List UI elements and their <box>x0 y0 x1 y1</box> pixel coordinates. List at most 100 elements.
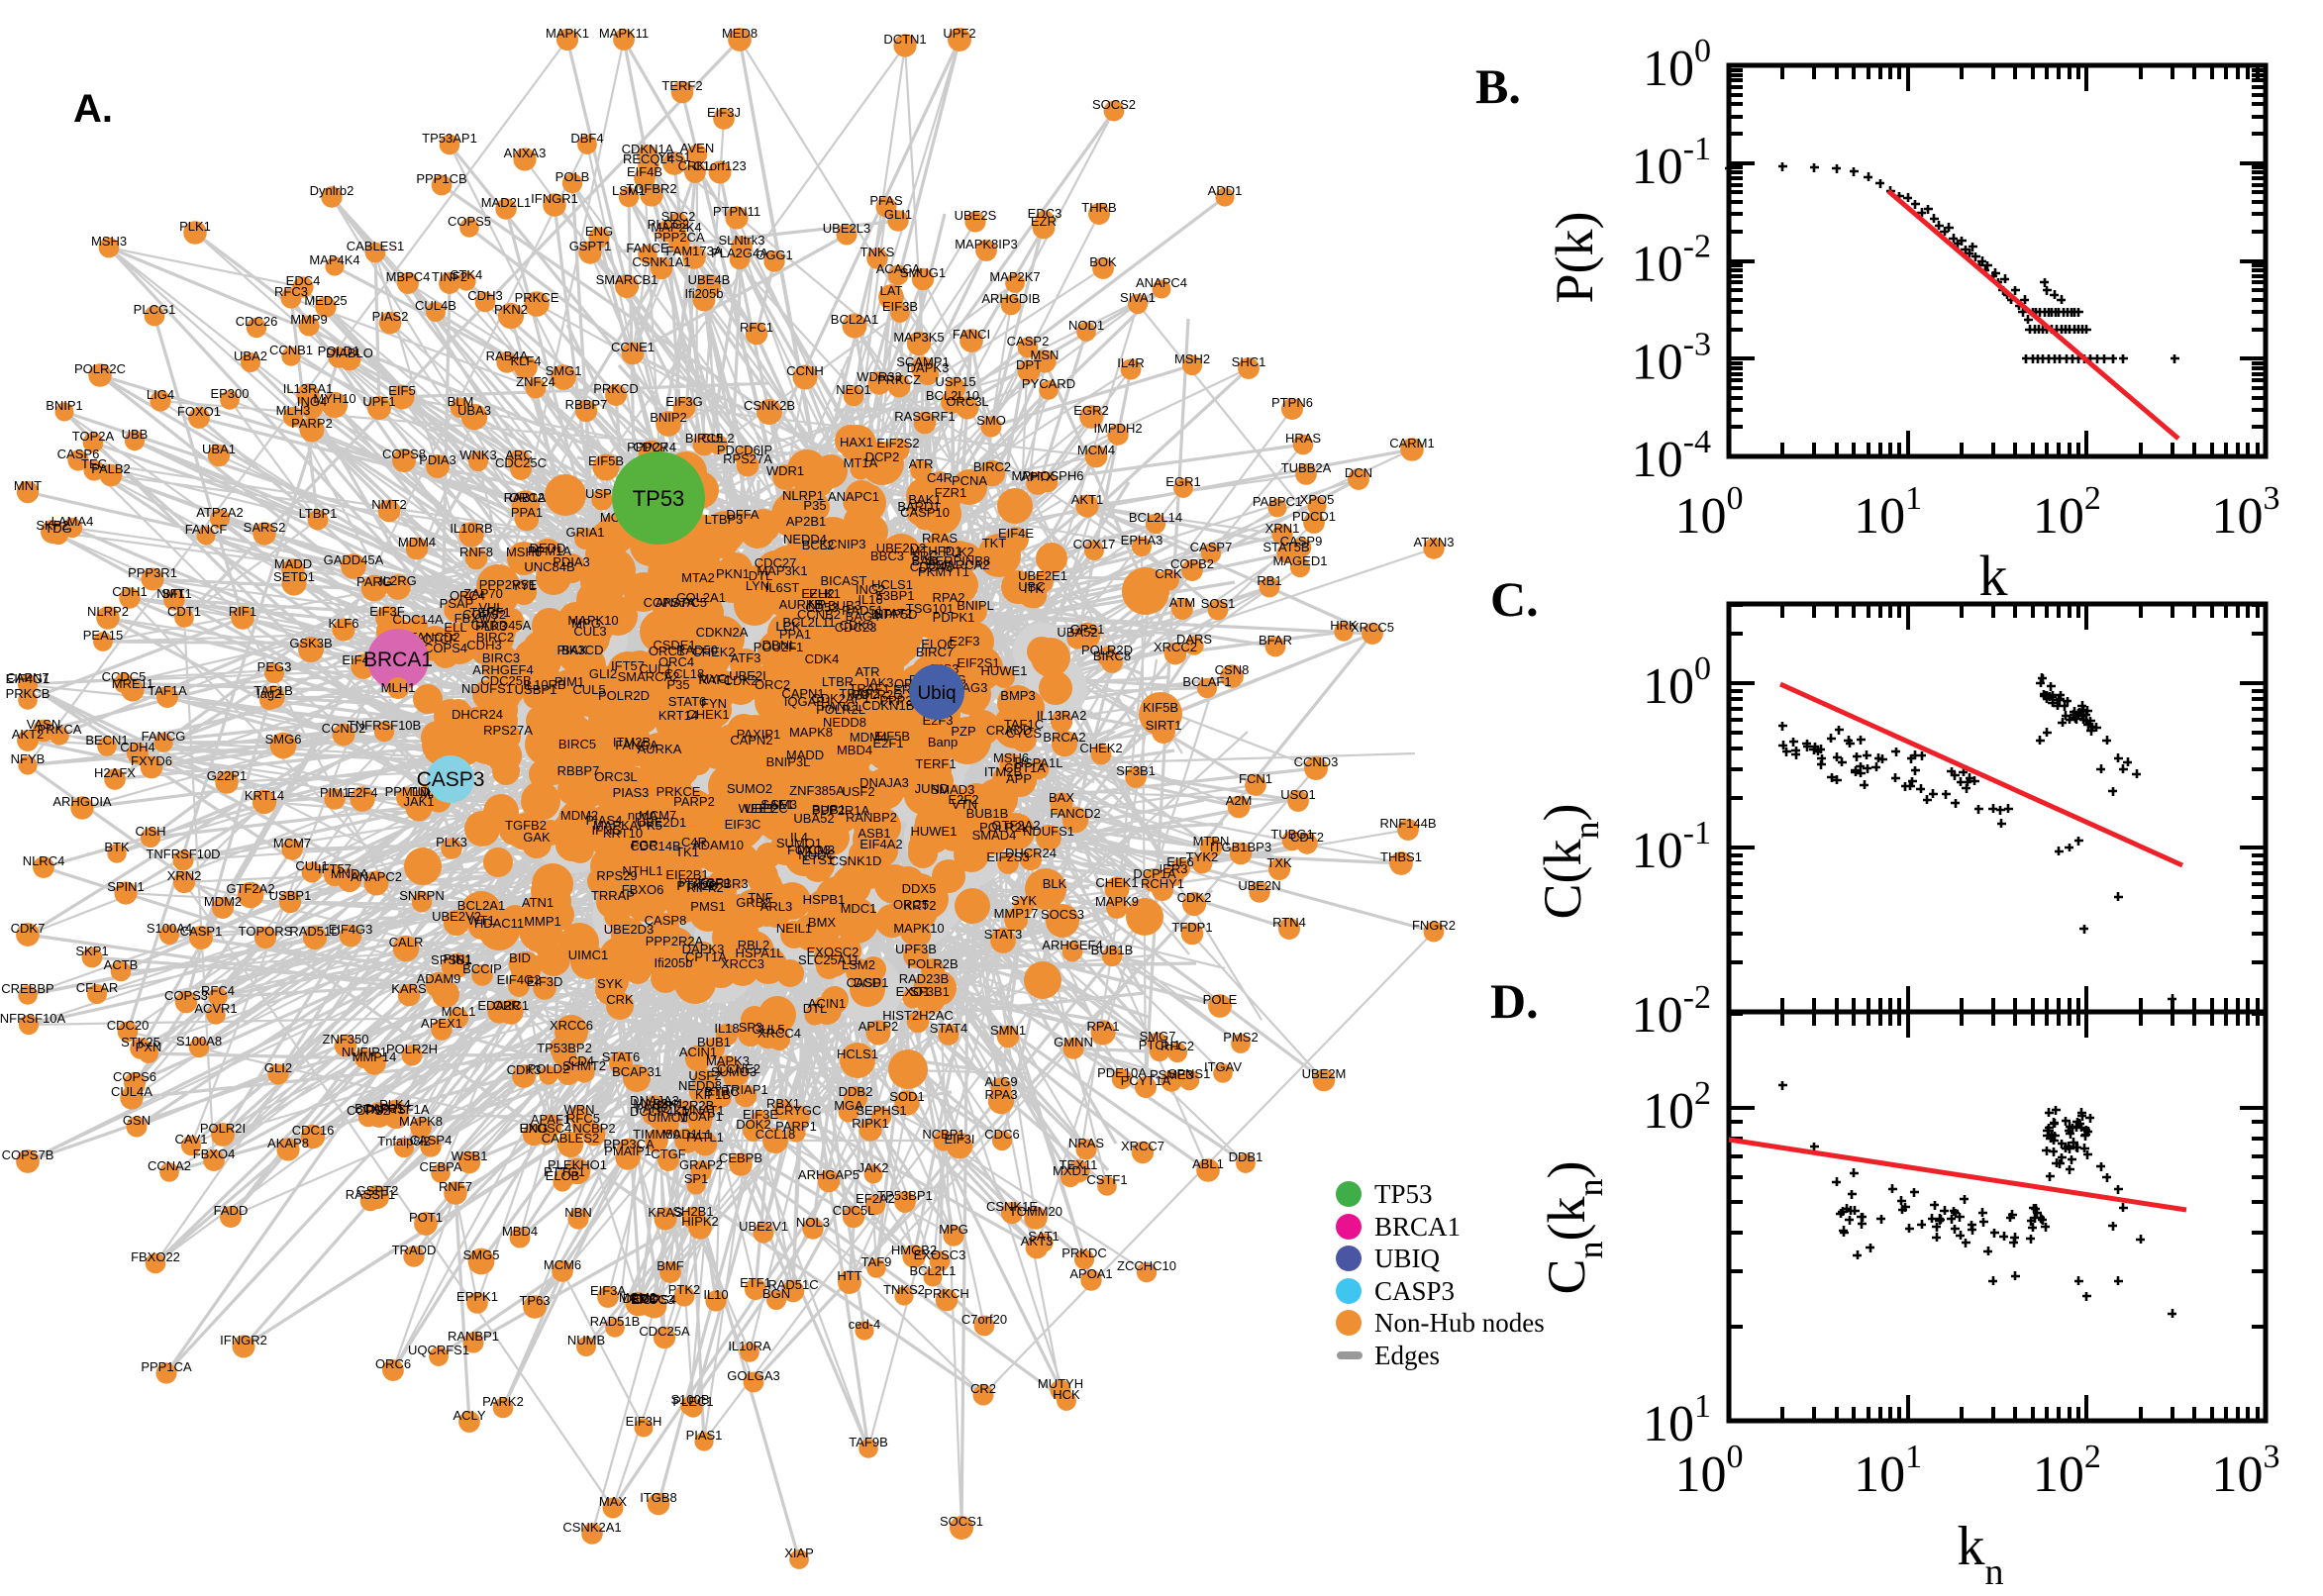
svg-text:BRCC3: BRCC3 <box>631 1292 674 1307</box>
svg-text:CDC25B: CDC25B <box>480 673 531 688</box>
svg-text:PRKCB: PRKCB <box>6 686 50 701</box>
svg-text:BAD: BAD <box>912 553 939 568</box>
svg-text:COPS2: COPS2 <box>347 1103 390 1118</box>
svg-text:CDK2: CDK2 <box>1177 890 1212 905</box>
svg-text:WT1: WT1 <box>467 913 494 928</box>
svg-text:102: 102 <box>2033 480 2101 545</box>
svg-text:ORC2: ORC2 <box>755 677 790 692</box>
svg-text:UNG: UNG <box>520 1121 549 1136</box>
svg-text:UBE2V2: UBE2V2 <box>432 909 481 924</box>
svg-text:MAD2L1: MAD2L1 <box>481 195 532 210</box>
svg-text:BECN1: BECN1 <box>85 733 128 748</box>
svg-text:CASP3: CASP3 <box>417 768 485 791</box>
svg-text:MSH6: MSH6 <box>993 750 1029 765</box>
svg-text:PPA1: PPA1 <box>511 505 543 520</box>
svg-text:TUBB2A: TUBB2A <box>1281 460 1332 475</box>
svg-text:STAT4: STAT4 <box>930 1021 968 1036</box>
svg-text:EIF3G: EIF3G <box>665 394 703 409</box>
svg-text:DCP1A: DCP1A <box>1133 866 1176 881</box>
svg-text:ING2: ING2 <box>856 582 885 597</box>
svg-text:ARHGDIB: ARHGDIB <box>981 291 1040 306</box>
svg-text:EIF4G2: EIF4G2 <box>497 972 542 987</box>
svg-text:WDR33: WDR33 <box>857 369 902 384</box>
svg-text:PRKCE: PRKCE <box>515 290 559 305</box>
svg-text:PRKCH: PRKCH <box>924 1286 969 1301</box>
svg-text:MNT: MNT <box>14 478 42 493</box>
svg-text:GAK: GAK <box>523 830 551 845</box>
svg-text:GRB2: GRB2 <box>736 895 770 910</box>
svg-text:SUMO1: SUMO1 <box>776 836 822 850</box>
svg-text:MT1A: MT1A <box>844 455 878 470</box>
svg-text:CUL3: CUL3 <box>573 624 606 639</box>
svg-text:PMS2: PMS2 <box>1223 1030 1258 1045</box>
svg-text:CSNK2A1: CSNK2A1 <box>562 1520 621 1535</box>
svg-text:FZR1: FZR1 <box>935 485 967 500</box>
svg-text:BMF: BMF <box>656 1258 684 1273</box>
svg-text:RAD50: RAD50 <box>676 643 718 657</box>
svg-text:IFNGR1: IFNGR1 <box>531 191 578 206</box>
svg-text:SMG5: SMG5 <box>463 1247 500 1262</box>
svg-text:TSG101: TSG101 <box>906 601 954 616</box>
svg-text:PCNA: PCNA <box>952 473 987 488</box>
svg-text:PTK2B: PTK2B <box>676 878 717 893</box>
svg-text:CSNK1E: CSNK1E <box>986 1199 1038 1214</box>
svg-text:POLB: POLB <box>556 169 590 184</box>
svg-text:ATF3: ATF3 <box>731 650 761 665</box>
svg-text:UBE2L3: UBE2L3 <box>823 221 870 236</box>
svg-text:UPF3B: UPF3B <box>895 942 937 956</box>
svg-text:EZR: EZR <box>1031 214 1057 229</box>
svg-text:MSH2: MSH2 <box>1174 351 1210 366</box>
svg-text:NTHL1: NTHL1 <box>622 863 662 878</box>
svg-text:POLD2: POLD2 <box>528 1061 570 1076</box>
svg-text:S100A8: S100A8 <box>176 1034 222 1048</box>
svg-text:BAX: BAX <box>1049 790 1074 805</box>
svg-text:DOK2: DOK2 <box>736 1117 770 1132</box>
svg-text:STK4: STK4 <box>451 267 483 282</box>
svg-text:NUFIP1: NUFIP1 <box>342 1045 387 1059</box>
svg-text:MYC: MYC <box>699 671 728 686</box>
svg-text:ZNF24: ZNF24 <box>516 374 556 389</box>
svg-text:EIF3F: EIF3F <box>369 604 404 619</box>
svg-text:NUDC: NUDC <box>798 848 836 862</box>
svg-text:BIRC5: BIRC5 <box>558 737 596 751</box>
svg-text:C7orf20: C7orf20 <box>961 1312 1007 1327</box>
svg-text:EGR2: EGR2 <box>1073 403 1108 418</box>
svg-text:MMP17: MMP17 <box>994 906 1039 921</box>
svg-text:FANCA: FANCA <box>615 738 658 752</box>
svg-text:ACLY: ACLY <box>454 1408 486 1423</box>
svg-text:TOP2A: TOP2A <box>72 429 115 444</box>
svg-text:CUL5: CUL5 <box>752 1022 784 1037</box>
svg-text:CAV1: CAV1 <box>175 1132 208 1147</box>
svg-text:TAF1B: TAF1B <box>253 683 293 698</box>
svg-text:GTF2A2: GTF2A2 <box>991 818 1040 833</box>
svg-text:RBL2: RBL2 <box>738 938 770 952</box>
svg-text:HTT: HTT <box>837 1268 861 1283</box>
svg-text:TK1: TK1 <box>675 845 699 859</box>
svg-text:MPHOSPH6: MPHOSPH6 <box>1012 468 1084 483</box>
svg-text:RIF1: RIF1 <box>229 604 256 619</box>
svg-text:PMAIP1: PMAIP1 <box>604 1144 652 1158</box>
svg-text:MGA: MGA <box>834 1098 863 1113</box>
svg-text:ABL1: ABL1 <box>1192 1156 1224 1171</box>
svg-text:APP: APP <box>1006 771 1032 786</box>
svg-text:NFYB: NFYB <box>11 751 46 766</box>
svg-text:CDC14A: CDC14A <box>392 612 444 627</box>
svg-text:EIF5B: EIF5B <box>874 729 910 744</box>
svg-text:MYH10: MYH10 <box>313 391 355 406</box>
svg-text:SH2B1: SH2B1 <box>672 1204 713 1219</box>
svg-text:AURKB: AURKB <box>779 597 824 612</box>
svg-text:MSN: MSN <box>1031 348 1060 362</box>
svg-text:P(k): P(k) <box>1545 212 1604 304</box>
svg-text:XRN2: XRN2 <box>167 868 202 883</box>
svg-text:BIRC5: BIRC5 <box>685 431 723 446</box>
svg-text:IL4: IL4 <box>790 830 808 845</box>
svg-text:PRKCZ: PRKCZ <box>877 372 921 387</box>
svg-text:ZNF385A: ZNF385A <box>789 783 845 798</box>
svg-text:10-3: 10-3 <box>1632 326 1711 390</box>
svg-text:PPP2R2A: PPP2R2A <box>646 934 704 948</box>
svg-text:CD53: CD53 <box>805 600 838 615</box>
svg-text:SMO: SMO <box>976 413 1006 428</box>
svg-text:CUL4B: CUL4B <box>415 298 456 313</box>
svg-text:EXO1: EXO1 <box>896 984 931 999</box>
svg-text:CHEK2: CHEK2 <box>1079 741 1122 755</box>
